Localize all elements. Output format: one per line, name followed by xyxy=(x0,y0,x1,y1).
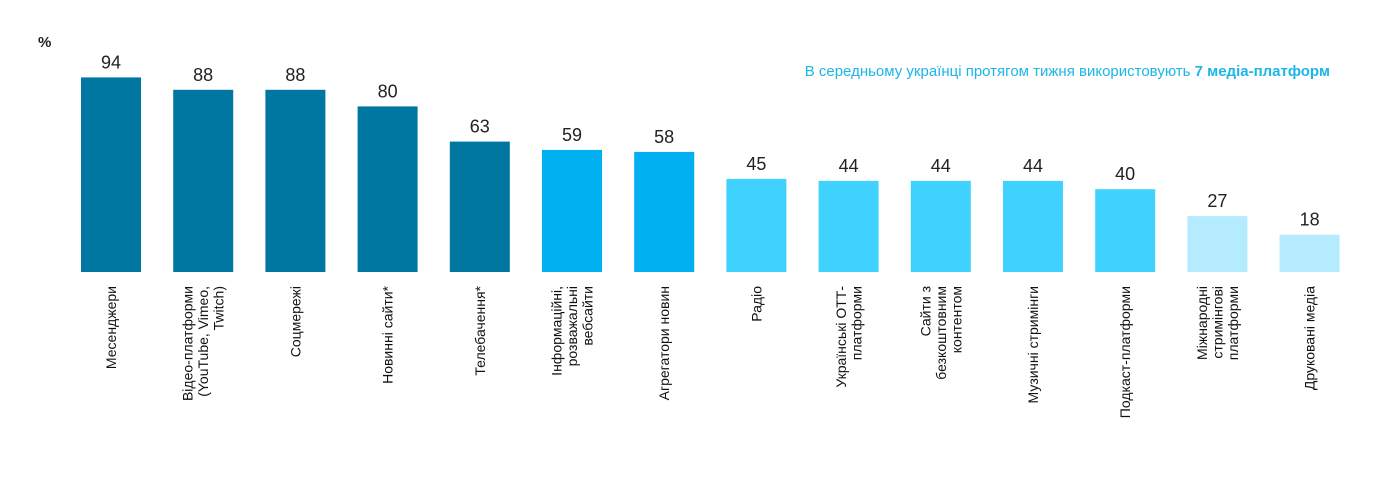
bar xyxy=(542,149,602,272)
category-label-line: вебсайти xyxy=(580,286,596,346)
bar xyxy=(449,141,510,272)
value-label: 59 xyxy=(562,125,582,145)
category-label-line: безкоштовним xyxy=(933,286,949,380)
category-label: Радіо xyxy=(748,286,764,322)
category-label-text: Міжнародністримінговіплатформи xyxy=(1194,286,1241,360)
category-label-text: Друковані медіа xyxy=(1302,286,1318,390)
category-label-text: Подкаст-платформи xyxy=(1117,286,1133,418)
category-label: Міжнародністримінговіплатформи xyxy=(1194,286,1241,360)
bar xyxy=(1095,189,1156,272)
bar xyxy=(1279,234,1340,272)
category-label-line: Телебачення* xyxy=(472,285,488,375)
category-label-text: Радіо xyxy=(748,286,764,322)
unit-label: % xyxy=(38,34,51,51)
category-label-text: Інформаційні,розважальнівебсайти xyxy=(549,286,596,376)
category-label-line: Сайти з xyxy=(917,286,933,336)
category-label: Друковані медіа xyxy=(1302,286,1318,390)
value-label: 27 xyxy=(1207,191,1227,211)
bar xyxy=(265,89,326,272)
category-label-line: Музичні стримінги xyxy=(1025,286,1041,404)
value-label: 18 xyxy=(1300,210,1320,230)
category-label-line: Друковані медіа xyxy=(1302,286,1318,390)
bar xyxy=(1187,216,1248,272)
category-label-line: (YouTube, Vimeo, xyxy=(195,286,211,397)
category-label-line: платформи xyxy=(1225,286,1241,360)
category-label: Агрегатори новин xyxy=(656,286,672,400)
category-label: Новинні сайти* xyxy=(380,285,396,383)
bar xyxy=(634,151,695,272)
category-label: Телебачення* xyxy=(472,285,488,375)
value-label: 94 xyxy=(101,52,121,72)
value-label: 44 xyxy=(1023,156,1043,176)
value-labels-group: 94 88 88 80 63 59 58 45 44 44 44 40 27 18 xyxy=(101,52,1320,229)
category-label-text: Музичні стримінги xyxy=(1025,286,1041,404)
bar xyxy=(81,77,141,273)
headline-prefix: В середньому українці протягом тижня вик… xyxy=(805,63,1195,80)
category-label: Месенджери xyxy=(103,286,119,369)
chart-headline: В середньому українці протягом тижня вик… xyxy=(805,63,1330,80)
value-label: 58 xyxy=(654,127,674,147)
category-label-text: Сайти збезкоштовнимконтентом xyxy=(917,286,964,380)
category-label-line: Подкаст-платформи xyxy=(1117,286,1133,418)
category-label-line: Інформаційні, xyxy=(549,286,565,376)
value-label: 80 xyxy=(378,81,398,101)
category-label-line: контентом xyxy=(948,286,964,353)
bars-group xyxy=(81,77,1340,273)
category-label-line: Новинні сайти* xyxy=(380,285,396,383)
category-label-line: Соцмережі xyxy=(287,286,303,357)
category-label-line: Радіо xyxy=(748,286,764,322)
category-label-line: Агрегатори новин xyxy=(656,286,672,400)
category-label-line: Месенджери xyxy=(103,286,119,369)
category-label-text: Телебачення* xyxy=(472,285,488,375)
value-label: 63 xyxy=(470,117,490,137)
category-label: Українські ОТТ-платформи xyxy=(833,286,865,388)
category-label-line: стримінгові xyxy=(1209,286,1225,359)
category-label: Інформаційні,розважальнівебсайти xyxy=(549,286,596,376)
bar xyxy=(1003,180,1063,272)
category-labels-group: Месенджери Відео-платформи(YouTube, Vimeo… xyxy=(103,285,1318,418)
headline-emphasis: 7 медіа-платформ xyxy=(1195,63,1330,80)
value-label: 44 xyxy=(839,156,859,176)
category-label-text: Відео-платформи(YouTube, Vimeo,Twitch) xyxy=(180,286,227,401)
category-label-line: платформи xyxy=(848,286,864,360)
category-label-line: Twitch) xyxy=(211,286,227,330)
category-label: Відео-платформи(YouTube, Vimeo,Twitch) xyxy=(180,286,227,401)
category-label-line: Українські ОТТ- xyxy=(833,286,849,388)
value-label: 88 xyxy=(193,65,213,85)
category-label: Подкаст-платформи xyxy=(1117,286,1133,418)
category-label-line: Відео-платформи xyxy=(180,286,196,401)
category-label-text: Соцмережі xyxy=(287,286,303,357)
value-label: 88 xyxy=(285,65,305,85)
category-label-text: Месенджери xyxy=(103,286,119,369)
value-label: 44 xyxy=(931,156,951,176)
category-label: Музичні стримінги xyxy=(1025,286,1041,404)
value-label: 40 xyxy=(1115,164,1135,184)
category-label-line: розважальні xyxy=(564,286,580,366)
category-label-text: Агрегатори новин xyxy=(656,286,672,400)
bar xyxy=(726,178,787,272)
category-label: Сайти збезкоштовнимконтентом xyxy=(917,286,964,380)
category-label: Соцмережі xyxy=(287,286,303,357)
bar xyxy=(357,106,418,273)
category-label-text: Новинні сайти* xyxy=(380,285,396,383)
bar xyxy=(910,180,971,272)
value-label: 45 xyxy=(746,154,766,174)
category-label-line: Міжнародні xyxy=(1194,286,1210,360)
bar xyxy=(818,180,879,272)
bar xyxy=(173,89,234,272)
category-label-text: Українські ОТТ-платформи xyxy=(833,286,865,388)
